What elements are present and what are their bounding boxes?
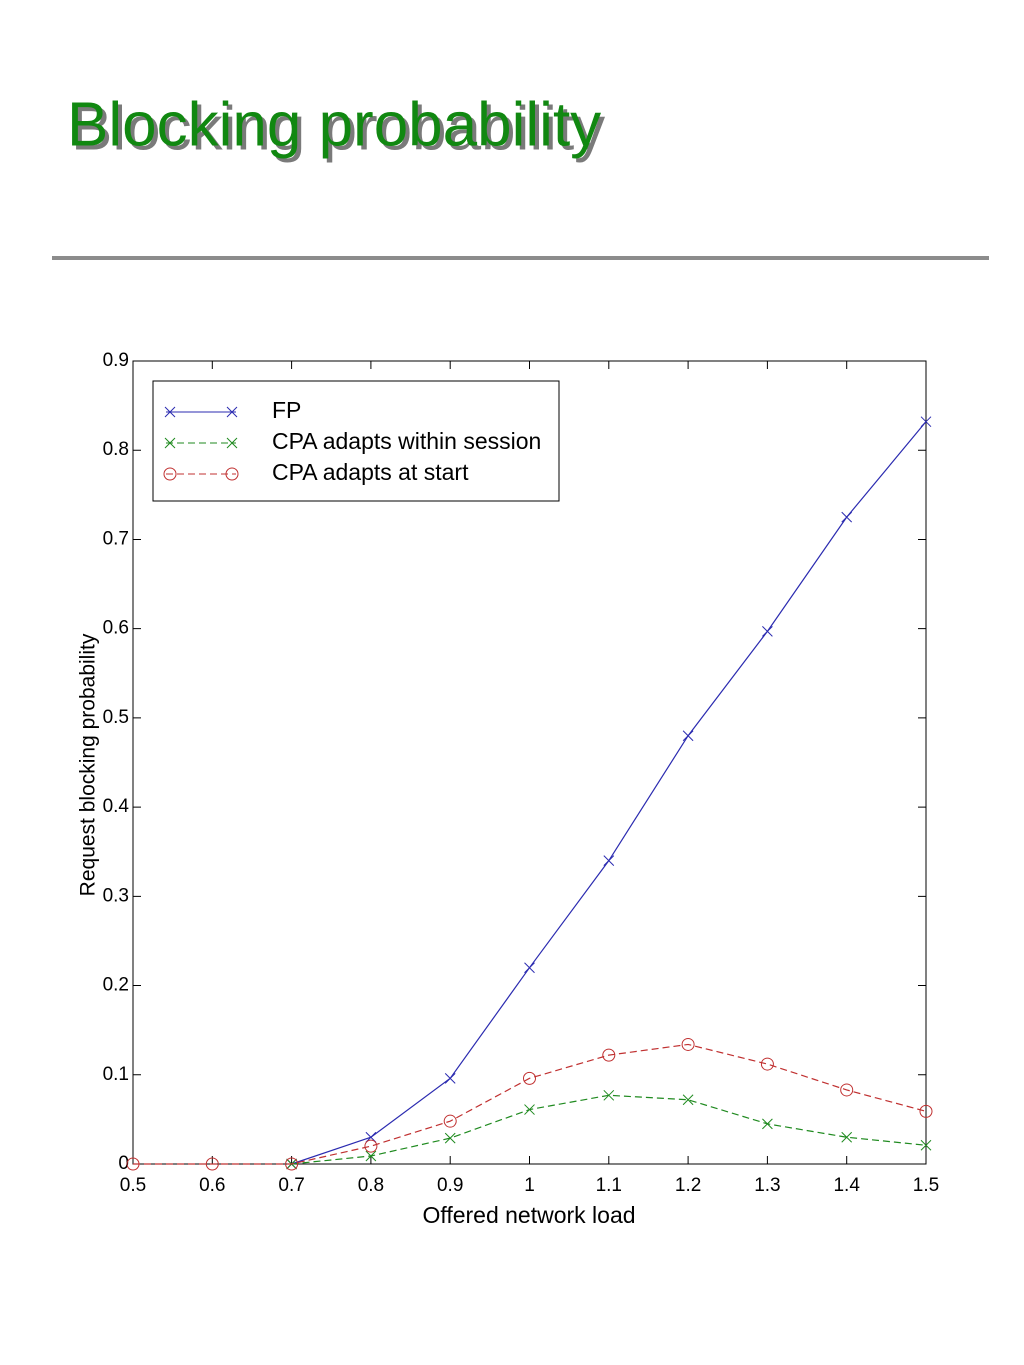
series-line bbox=[291, 1094, 927, 1165]
marker bbox=[444, 1072, 456, 1084]
marker bbox=[443, 1114, 457, 1128]
x-axis-label: Offered network load bbox=[422, 1202, 635, 1228]
series-line bbox=[133, 1043, 927, 1165]
marker bbox=[762, 625, 773, 637]
marker bbox=[523, 1071, 536, 1085]
marker bbox=[364, 1139, 378, 1153]
marker bbox=[285, 1157, 299, 1171]
legend-marker bbox=[164, 437, 176, 449]
marker bbox=[444, 1132, 456, 1144]
y-tick-label: 0.7 bbox=[103, 528, 129, 549]
divider bbox=[52, 256, 989, 260]
y-tick-label: 0 bbox=[118, 1153, 129, 1174]
y-tick-label: 0.2 bbox=[103, 975, 129, 996]
y-tick-label: 0.9 bbox=[103, 350, 129, 371]
marker bbox=[760, 1057, 774, 1071]
marker bbox=[682, 1094, 694, 1106]
marker bbox=[682, 730, 694, 742]
y-tick-label: 0.5 bbox=[103, 707, 129, 728]
y-tick-label: 0.4 bbox=[103, 796, 130, 817]
x-tick-label: 1.5 bbox=[913, 1175, 939, 1196]
y-tick-label: 0.3 bbox=[103, 885, 129, 906]
legend-marker bbox=[164, 406, 176, 418]
x-tick-label: 0.8 bbox=[358, 1175, 384, 1196]
y-tick-label: 0.1 bbox=[103, 1064, 129, 1085]
legend-box bbox=[152, 380, 560, 502]
legend-marker bbox=[226, 437, 238, 449]
slide-title: Blocking probability bbox=[67, 90, 601, 159]
x-tick-label: 0.9 bbox=[437, 1175, 463, 1196]
legend-marker bbox=[226, 406, 238, 418]
x-tick-label: 1.3 bbox=[754, 1175, 780, 1196]
marker bbox=[524, 962, 535, 974]
marker bbox=[602, 1048, 616, 1062]
legend-label: FP bbox=[272, 397, 301, 423]
x-tick-label: 0.5 bbox=[120, 1175, 146, 1196]
x-tick-label: 1.1 bbox=[596, 1175, 622, 1196]
marker bbox=[840, 1083, 854, 1097]
legend-marker bbox=[163, 467, 177, 481]
x-tick-label: 0.6 bbox=[199, 1175, 225, 1196]
marker bbox=[920, 1139, 932, 1151]
legend-label: CPA adapts at start bbox=[272, 459, 469, 485]
marker bbox=[365, 1131, 377, 1143]
series-line bbox=[291, 421, 927, 1165]
x-tick-label: 1.2 bbox=[675, 1175, 701, 1196]
x-tick-label: 1.4 bbox=[833, 1175, 860, 1196]
marker bbox=[681, 1037, 695, 1051]
legend-label: CPA adapts within session bbox=[272, 428, 541, 454]
marker bbox=[841, 1131, 853, 1143]
y-tick-label: 0.6 bbox=[103, 618, 129, 639]
marker bbox=[524, 1104, 535, 1115]
marker bbox=[603, 1089, 615, 1101]
marker bbox=[920, 416, 932, 428]
title-shadow: Blocking probability bbox=[71, 94, 605, 163]
marker bbox=[919, 1104, 933, 1118]
x-tick-label: 1 bbox=[524, 1175, 535, 1196]
marker bbox=[205, 1157, 219, 1171]
marker bbox=[603, 855, 615, 866]
marker bbox=[762, 1118, 773, 1130]
marker bbox=[365, 1150, 377, 1162]
marker bbox=[126, 1157, 140, 1171]
legend-marker bbox=[225, 467, 239, 481]
y-axis-label: Request blocking probability bbox=[77, 633, 100, 896]
y-tick-label: 0.8 bbox=[103, 439, 129, 460]
x-tick-label: 0.7 bbox=[278, 1175, 304, 1196]
marker bbox=[841, 511, 853, 523]
